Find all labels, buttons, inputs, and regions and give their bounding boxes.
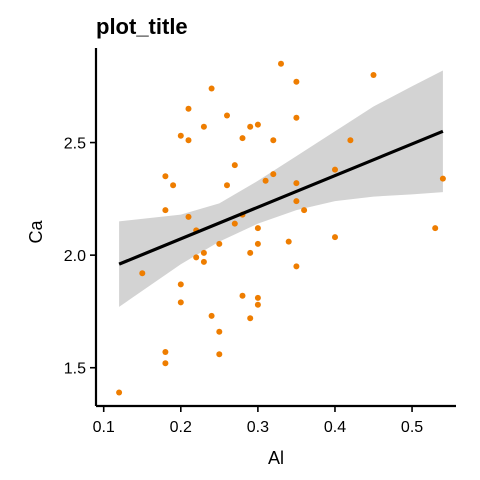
chart-title: plot_title <box>96 14 188 39</box>
data-point-6 <box>162 360 169 367</box>
confidence-band-layer <box>119 70 443 307</box>
data-point-45 <box>293 114 300 121</box>
data-point-31 <box>247 315 254 322</box>
x-tick-label-3: 0.4 <box>324 419 346 436</box>
data-point-30 <box>247 123 254 130</box>
axes: 0.1 0.2 0.3 0.4 0.5 1.5 2.0 2.5 <box>64 48 456 436</box>
data-point-23 <box>224 182 230 189</box>
data-point-48 <box>301 207 308 214</box>
data-point-1 <box>139 270 146 277</box>
data-point-28 <box>239 135 246 142</box>
confidence-band <box>119 70 443 307</box>
data-point-25 <box>231 162 238 169</box>
y-axis-label: Ca <box>26 220 46 244</box>
data-point-43 <box>293 180 300 187</box>
data-point-0 <box>116 389 123 396</box>
data-point-53 <box>432 225 439 232</box>
data-point-8 <box>177 299 184 306</box>
data-point-11 <box>185 105 192 112</box>
data-point-21 <box>216 328 223 335</box>
data-point-49 <box>332 166 338 173</box>
data-point-35 <box>254 240 261 247</box>
x-tick-label-1: 0.2 <box>170 419 192 436</box>
data-point-9 <box>177 132 184 139</box>
data-point-13 <box>193 254 200 261</box>
trend-line <box>118 129 444 266</box>
data-point-41 <box>278 60 284 67</box>
x-tick-label-4: 0.5 <box>401 419 423 436</box>
data-point-46 <box>293 198 300 205</box>
data-point-39 <box>270 137 277 144</box>
data-point-47 <box>293 263 300 270</box>
data-point-26 <box>231 220 238 227</box>
data-point-37 <box>254 121 261 128</box>
data-point-34 <box>254 301 261 308</box>
data-point-7 <box>177 281 184 288</box>
x-tick-label-0: 0.1 <box>93 419 115 436</box>
data-point-38 <box>262 177 269 184</box>
data-point-51 <box>347 137 354 144</box>
data-point-2 <box>162 173 169 180</box>
data-point-15 <box>200 258 207 265</box>
data-point-52 <box>370 72 377 78</box>
x-axis-label: Al <box>268 448 284 468</box>
data-point-22 <box>216 351 223 358</box>
data-point-32 <box>247 249 254 256</box>
data-point-29 <box>239 292 246 299</box>
data-point-24 <box>224 112 230 119</box>
data-point-19 <box>208 312 215 319</box>
data-point-54 <box>439 175 446 182</box>
y-tick-label-2: 2.5 <box>64 136 86 153</box>
data-points-layer <box>116 60 446 396</box>
trend-line-layer <box>118 129 444 266</box>
data-point-18 <box>208 85 215 92</box>
data-point-16 <box>200 249 207 256</box>
y-tick-label-0: 1.5 <box>64 361 86 378</box>
data-point-36 <box>254 225 261 232</box>
x-tick-label-2: 0.3 <box>247 419 269 436</box>
data-point-4 <box>162 207 169 214</box>
y-tick-label-1: 2.0 <box>64 248 86 265</box>
data-point-33 <box>254 294 261 301</box>
data-point-12 <box>185 213 192 220</box>
data-point-3 <box>170 182 177 189</box>
data-point-42 <box>285 238 292 245</box>
data-point-10 <box>185 137 192 144</box>
data-point-17 <box>200 123 207 130</box>
data-point-5 <box>162 349 169 355</box>
data-point-44 <box>293 78 300 85</box>
data-point-20 <box>216 240 223 247</box>
data-point-40 <box>270 171 277 178</box>
data-point-50 <box>332 234 338 241</box>
